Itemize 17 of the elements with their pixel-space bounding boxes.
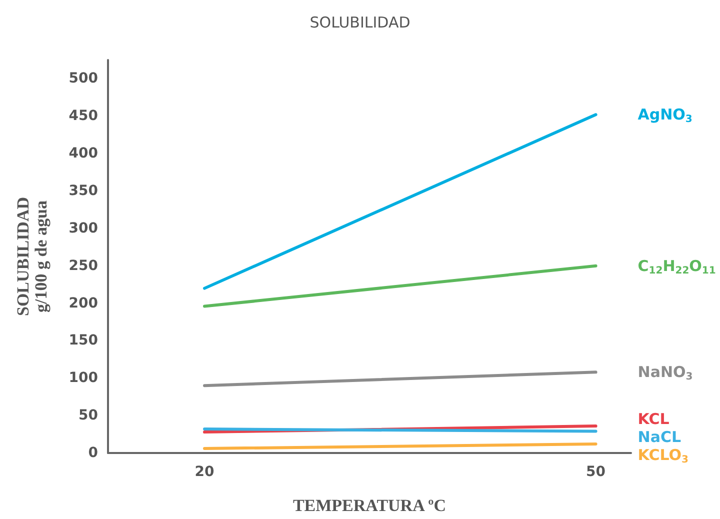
y-tick-label: 350 [68,183,98,199]
y-tick-label: 400 [68,146,98,162]
y-tick-label: 200 [68,295,98,312]
y-tick-label: 250 [68,258,98,274]
chart-title: SOLUBILIDAD [310,14,410,32]
x-axis-title: TEMPERATURA ºC [292,496,446,515]
y-tick-label: 0 [88,445,98,461]
text: KCL [638,410,670,428]
y-tick-label: 300 [68,220,98,236]
y-tick-label: 100 [68,370,98,386]
x-tick-label: 20 [194,464,215,480]
y-axis-title: SOLUBILIDAD g/100 g de agua [14,196,50,316]
text: NaCL [638,428,682,446]
y-tick-label: 150 [68,332,98,349]
y-tick-label: 500 [68,70,98,87]
y-tick-label: 450 [68,108,98,124]
y-tick-label: 50 [78,408,98,424]
